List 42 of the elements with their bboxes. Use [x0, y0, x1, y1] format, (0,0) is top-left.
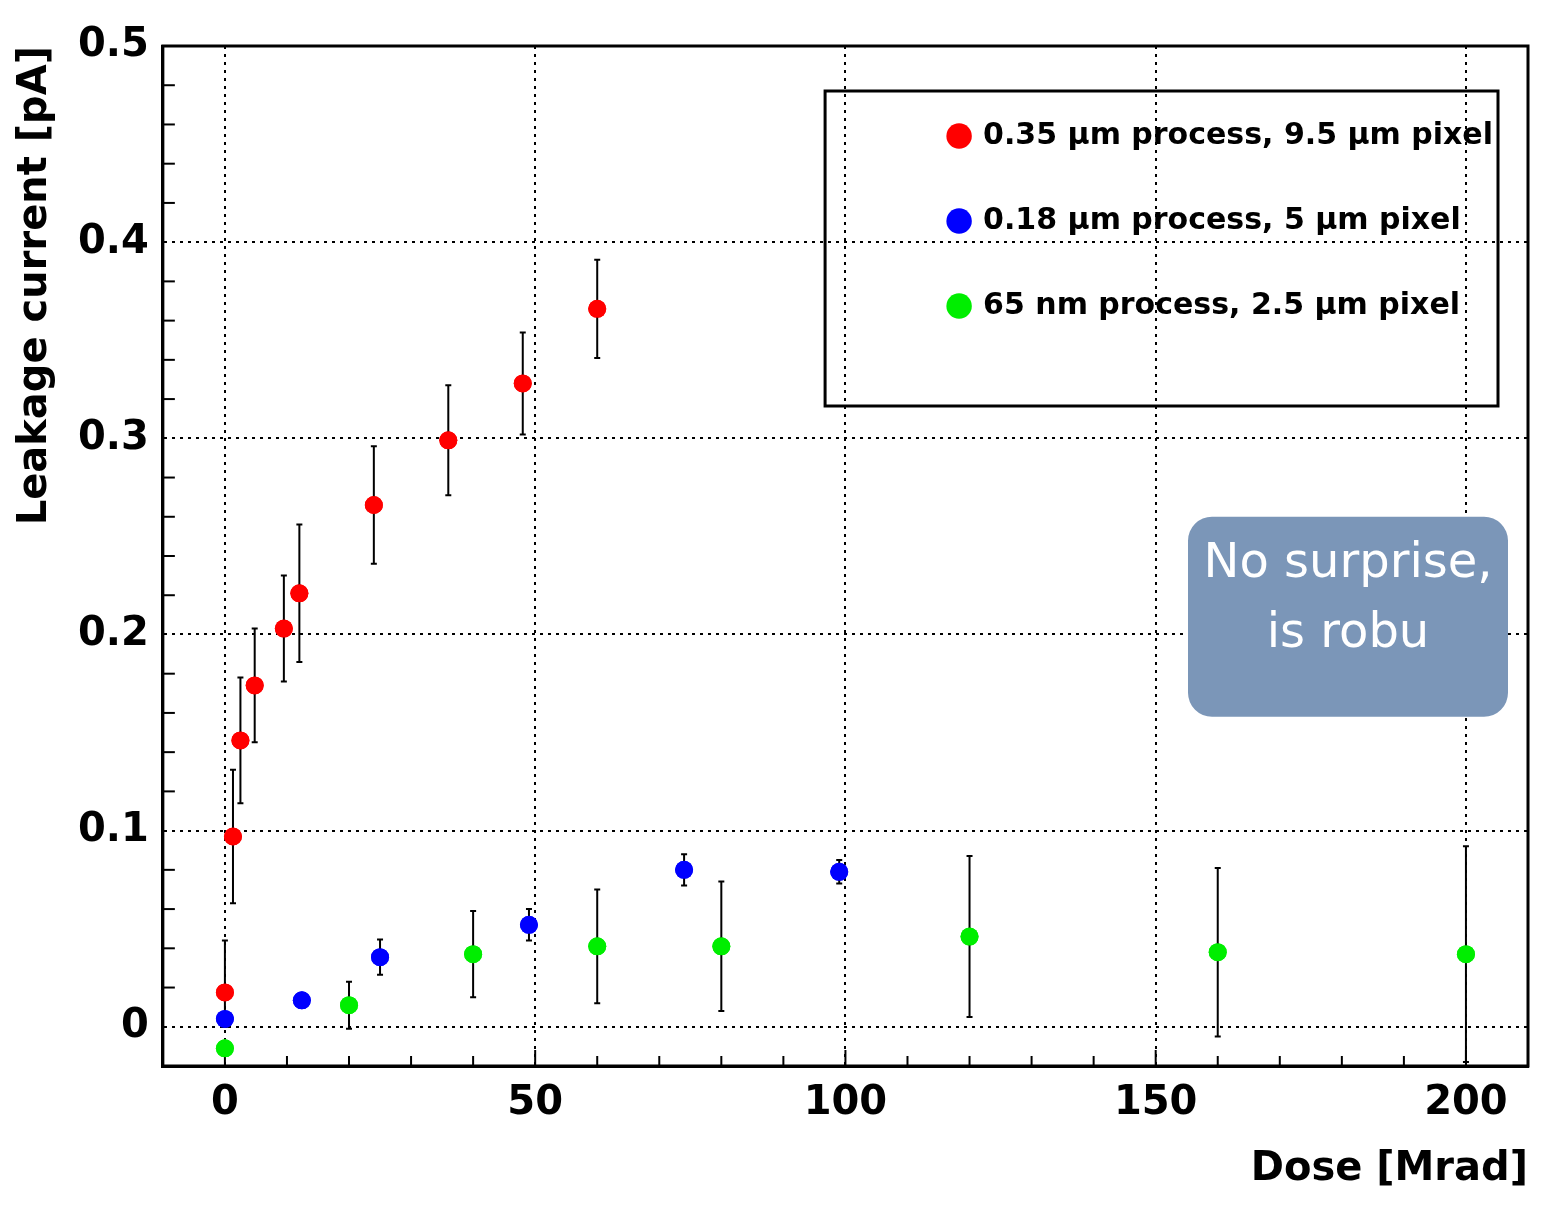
point [364, 496, 383, 514]
y-tick-label: 0.1 [78, 804, 149, 851]
legend-label: 0.18 µm process, 5 µm pixel [983, 200, 1461, 236]
x-tick-label: 150 [1113, 1077, 1198, 1124]
x-tick-label: 200 [1424, 1077, 1508, 1124]
point [588, 937, 607, 956]
point [371, 948, 390, 967]
y-tick-label: 0.4 [78, 215, 149, 262]
point [215, 1009, 234, 1028]
point [439, 431, 458, 450]
y-tick-label: 0.2 [78, 607, 149, 654]
point [1456, 945, 1475, 964]
y-tick-label: 0 [121, 1000, 149, 1047]
point [223, 827, 242, 846]
point [290, 584, 309, 603]
point [340, 996, 359, 1015]
point [712, 937, 731, 956]
point [292, 991, 311, 1010]
legend-label: 0.35 µm process, 9.5 µm pixel [983, 115, 1494, 151]
x-axis-title: Dose [Mrad] [1250, 1143, 1528, 1190]
point [519, 915, 538, 934]
annotation: No surprise, [1203, 531, 1493, 588]
y-tick-label: 0.3 [78, 411, 149, 458]
point [215, 983, 234, 1002]
point [513, 374, 532, 393]
legend-label: 65 nm process, 2.5 µm pixel [983, 285, 1461, 321]
annotation: is robu [1266, 601, 1430, 658]
point [245, 676, 264, 695]
x-tick-label: 100 [803, 1077, 888, 1124]
x-tick-label: 50 [507, 1077, 564, 1124]
point [830, 862, 849, 881]
x-tick-label: 0 [210, 1077, 239, 1124]
point [464, 945, 483, 964]
point [1208, 943, 1227, 962]
point [675, 860, 694, 879]
point [215, 1039, 234, 1058]
point [960, 927, 979, 946]
point [231, 731, 250, 750]
y-tick-label: 0.5 [78, 19, 149, 66]
point [588, 299, 607, 318]
point [274, 619, 293, 638]
y-axis-title: Leakage current [pA] [9, 46, 56, 526]
